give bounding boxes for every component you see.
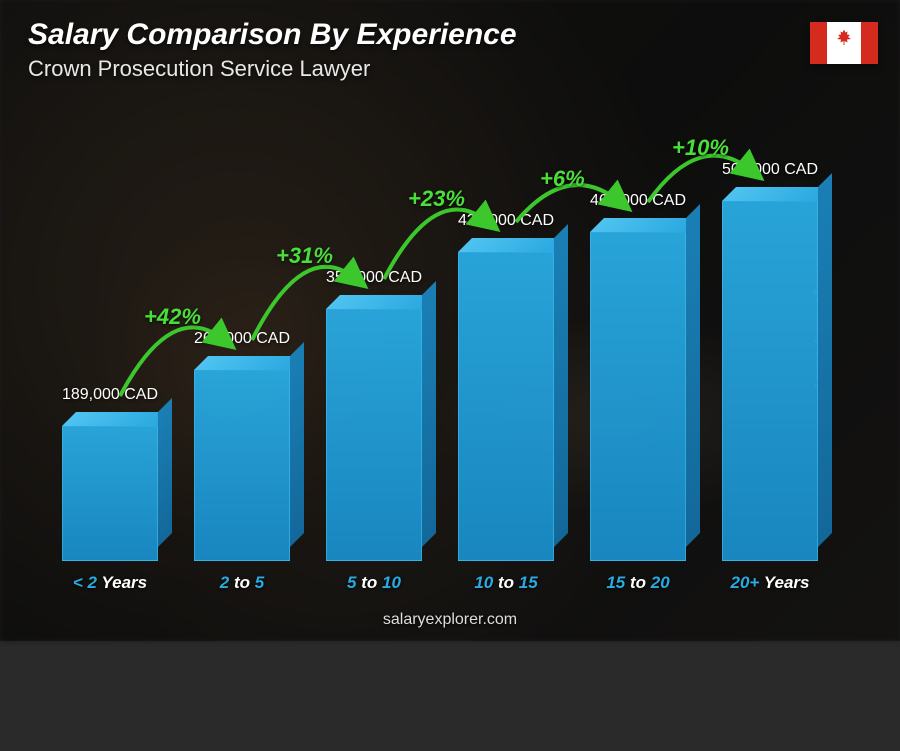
bar-chart: 189,000 CAD< 2 Years268,000 CAD2 to 5+42… xyxy=(40,110,840,561)
footer-attribution: salaryexplorer.com xyxy=(383,611,517,629)
bar-side xyxy=(818,173,832,547)
bar xyxy=(326,309,422,561)
growth-pct: +42% xyxy=(144,304,201,330)
bar-front xyxy=(62,426,158,561)
content-layer: Salary Comparison By Experience Crown Pr… xyxy=(0,0,900,641)
bar xyxy=(458,252,554,561)
bar-value-label: 353,000 CAD xyxy=(326,269,422,287)
bar xyxy=(590,232,686,561)
category-label: < 2 Years xyxy=(73,573,147,593)
growth-pct: +6% xyxy=(540,166,585,192)
category-label: 2 to 5 xyxy=(220,573,264,593)
bar-slot: 268,000 CAD2 to 5 xyxy=(176,110,308,561)
bar-top xyxy=(590,218,700,232)
bar xyxy=(62,426,158,561)
bar-side xyxy=(554,224,568,547)
category-label: 10 to 15 xyxy=(474,573,537,593)
chart-title: Salary Comparison By Experience xyxy=(28,18,517,52)
bar-side xyxy=(422,281,436,547)
bar-front xyxy=(458,252,554,561)
bar-side xyxy=(686,204,700,547)
category-label: 20+ Years xyxy=(731,573,810,593)
chart-subtitle: Crown Prosecution Service Lawyer xyxy=(28,56,370,82)
bar-top xyxy=(722,187,832,201)
bar-slot: 189,000 CAD< 2 Years xyxy=(44,110,176,561)
bar-slot: 505,000 CAD20+ Years xyxy=(704,110,836,561)
bar-value-label: 434,000 CAD xyxy=(458,212,554,230)
bar-top xyxy=(458,238,568,252)
bar-value-label: 505,000 CAD xyxy=(722,161,818,179)
bar-slot: 353,000 CAD5 to 10 xyxy=(308,110,440,561)
bar xyxy=(194,370,290,561)
category-label: 15 to 20 xyxy=(606,573,669,593)
growth-pct: +31% xyxy=(276,243,333,269)
bar-value-label: 189,000 CAD xyxy=(62,386,158,404)
flag-band-right xyxy=(861,22,878,64)
bar-value-label: 268,000 CAD xyxy=(194,330,290,348)
bar-front xyxy=(722,201,818,561)
bar xyxy=(722,201,818,561)
bar-front xyxy=(590,232,686,561)
bar-slot: 461,000 CAD15 to 20 xyxy=(572,110,704,561)
bar-top xyxy=(194,356,304,370)
bar-side xyxy=(158,398,172,547)
bar-side xyxy=(290,342,304,547)
flag-band-center xyxy=(827,22,861,64)
bar-front xyxy=(194,370,290,561)
growth-pct: +23% xyxy=(408,186,465,212)
category-label: 5 to 10 xyxy=(347,573,401,593)
flag-band-left xyxy=(810,22,827,64)
maple-leaf-icon xyxy=(834,29,854,55)
flag-canada xyxy=(810,22,878,64)
bar-value-label: 461,000 CAD xyxy=(590,192,686,210)
growth-pct: +10% xyxy=(672,135,729,161)
bar-top xyxy=(326,295,436,309)
bar-front xyxy=(326,309,422,561)
bar-top xyxy=(62,412,172,426)
